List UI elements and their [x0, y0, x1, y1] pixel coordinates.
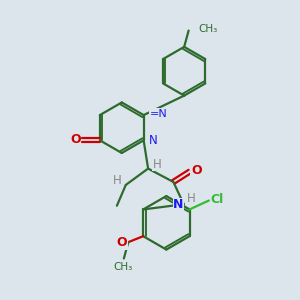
Text: H: H	[153, 158, 161, 171]
Text: O: O	[116, 236, 127, 249]
Text: CH₃: CH₃	[114, 262, 133, 272]
Text: N: N	[149, 134, 158, 147]
Text: N: N	[173, 198, 184, 211]
Text: CH₃: CH₃	[198, 24, 218, 34]
Text: =N: =N	[150, 109, 167, 118]
Text: H: H	[112, 174, 121, 187]
Text: O: O	[191, 164, 202, 177]
Text: Cl: Cl	[211, 193, 224, 206]
Text: H: H	[187, 192, 196, 205]
Text: O: O	[70, 133, 81, 146]
